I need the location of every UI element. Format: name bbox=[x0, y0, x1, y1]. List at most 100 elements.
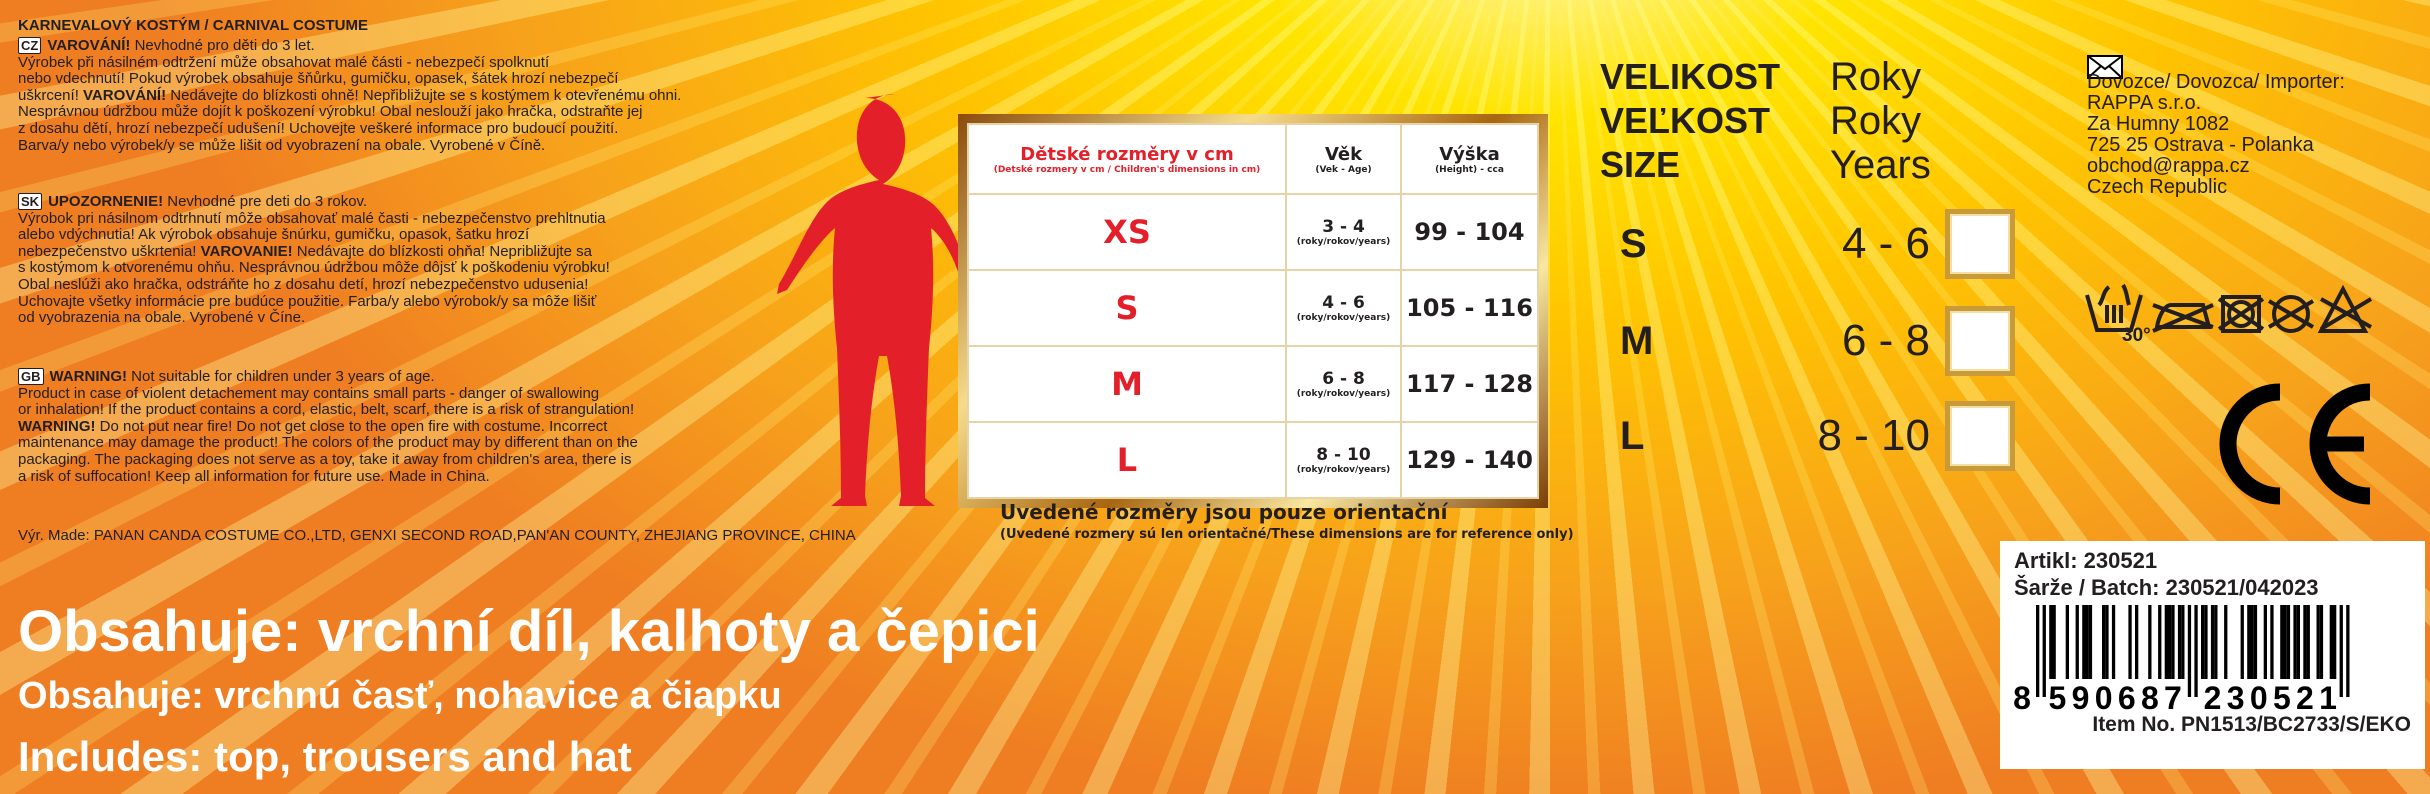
barcode-bar bbox=[2224, 605, 2228, 679]
product-type-title: KARNEVALOVÝ KOSTÝM / CARNIVAL COSTUME bbox=[18, 17, 369, 34]
barcode-bar bbox=[2214, 605, 2218, 679]
barcode-bar bbox=[2158, 605, 2162, 679]
wash-temperature: 30° bbox=[2122, 325, 2151, 346]
barcode-digit: 7 bbox=[2164, 680, 2182, 715]
child-silhouette-icon bbox=[777, 94, 971, 506]
barcode-bar bbox=[2263, 605, 2267, 679]
header-dimensions: Dětské rozměry v cm (Detské rozmery v cm … bbox=[967, 123, 1287, 195]
barcode-bar bbox=[2168, 605, 2172, 679]
barcode-bar bbox=[2085, 605, 2089, 679]
barcode-bar bbox=[2319, 605, 2324, 679]
barcode-digit: 5 bbox=[2273, 680, 2291, 715]
no-bleach-icon bbox=[2317, 284, 2373, 333]
manufacturer-address: Výr. Made: PANAN CANDA COSTUME CO.,LTD, … bbox=[18, 527, 856, 544]
product-label: Artikl: 230521 Šarže / Batch: 230521/042… bbox=[2000, 541, 2425, 769]
contents-cz: Obsahuje: vrchní díl, kalhoty a čepici bbox=[18, 599, 1040, 664]
barcode-bar bbox=[2075, 605, 2079, 679]
size-note-sub: (Uvedené rozmery sú len orientačné/These… bbox=[1000, 527, 1574, 542]
barcode-bar bbox=[2181, 605, 2185, 679]
barcode-digit: 6 bbox=[2118, 680, 2136, 715]
no-tumble-dry-icon bbox=[2217, 295, 2265, 333]
table-row: XS 3 - 4 (roky/rokov/years) 99 - 104 bbox=[967, 193, 1539, 271]
warning-sk: SK UPOZORNENIE! Nevhodné pre deti do 3 ro… bbox=[18, 193, 610, 327]
size-chart: Dětské rozměry v cm (Detské rozmery v cm … bbox=[958, 114, 1548, 508]
no-dry-clean-icon bbox=[2267, 295, 2315, 333]
barcode-bar bbox=[2296, 605, 2300, 679]
barcode-bar bbox=[2177, 605, 2182, 679]
ce-mark-icon bbox=[2219, 383, 2371, 505]
barcode-bar bbox=[2042, 605, 2046, 697]
barcode-digit: 5 bbox=[2049, 680, 2067, 715]
barcode-bar bbox=[2088, 605, 2093, 679]
barcode-bar bbox=[2316, 605, 2320, 679]
barcode-bar bbox=[2194, 605, 2198, 697]
barcode-bar bbox=[2171, 605, 2175, 679]
barcode-bar bbox=[2187, 605, 2192, 697]
flag-gb: GB bbox=[18, 368, 44, 385]
header-age: Věk (Vek - Age) bbox=[1285, 123, 1402, 195]
barcode-bar bbox=[2164, 605, 2168, 679]
barcode-digit: 8 bbox=[2141, 680, 2159, 715]
barcode-bar bbox=[2286, 605, 2291, 679]
barcode-bar bbox=[2102, 605, 2106, 679]
barcode-digit: 0 bbox=[2250, 680, 2268, 715]
flag-sk: SK bbox=[18, 193, 43, 210]
warning-cz: CZ VAROVÁNÍ! Nevhodné pro děti do 3 let. … bbox=[18, 37, 682, 154]
barcode-bar bbox=[2111, 605, 2116, 679]
item-number: Item No. PN1513/BC2733/S/EKO bbox=[2092, 713, 2411, 736]
size-checkbox-s[interactable] bbox=[1945, 209, 2015, 279]
barcode-bar bbox=[2333, 605, 2337, 679]
barcode-bar bbox=[2210, 605, 2215, 679]
barcode-bar bbox=[2293, 605, 2297, 679]
batch-number: Šarže / Batch: 230521/042023 bbox=[2014, 575, 2319, 600]
barcode-bar bbox=[2303, 605, 2307, 679]
barcode-digit: 1 bbox=[2319, 680, 2337, 715]
barcode-bar bbox=[2280, 605, 2284, 679]
barcode-bar bbox=[2329, 605, 2333, 679]
barcode-digit: 2 bbox=[2204, 680, 2222, 715]
envelope-icon bbox=[2087, 55, 2123, 79]
barcode-bar bbox=[2065, 605, 2069, 679]
barcode-bar bbox=[2204, 605, 2208, 679]
barcode-digit: 3 bbox=[2227, 680, 2245, 715]
barcode-bar bbox=[2339, 605, 2343, 697]
header-height: Výška (Height) - cca bbox=[1400, 123, 1539, 195]
flag-cz: CZ bbox=[18, 37, 42, 54]
barcode-bar bbox=[2201, 605, 2205, 679]
barcode-bar bbox=[2036, 605, 2040, 697]
barcode-bar bbox=[2105, 605, 2109, 679]
no-iron-icon bbox=[2152, 303, 2214, 333]
size-checkbox-m[interactable] bbox=[1945, 306, 2015, 376]
care-symbols bbox=[2085, 283, 2373, 333]
barcode-bar bbox=[2052, 605, 2056, 679]
article-number: Artikl: 230521 bbox=[2014, 548, 2158, 573]
barcode-digit: 2 bbox=[2296, 680, 2314, 715]
barcode-digit: 0 bbox=[2095, 680, 2113, 715]
size-note: Uvedené rozměry jsou pouze orientační bbox=[1000, 500, 1448, 524]
barcode-bar bbox=[2253, 605, 2258, 679]
barcode-bar bbox=[2270, 605, 2274, 679]
barcode-bar bbox=[2250, 605, 2254, 679]
importer-info: Dovozce/ Dovozca/ Importer: RAPPA s.r.o. Z… bbox=[2087, 71, 2345, 198]
warning-gb: GB WARNING! Not suitable for children und… bbox=[18, 368, 638, 485]
barcode-digit: 8 bbox=[2014, 680, 2031, 715]
size-checkbox-l[interactable] bbox=[1945, 401, 2015, 471]
contents-en: Includes: top, trousers and hat bbox=[18, 733, 632, 780]
barcode-bar bbox=[2283, 605, 2287, 679]
contents-sk: Obsahuje: vrchnú časť, nohavice a čiapku bbox=[18, 675, 782, 717]
size-heading: VELIKOST Roky VEĽKOST Roky SIZE Years bbox=[1600, 55, 1931, 187]
barcode-bar bbox=[2135, 605, 2139, 679]
barcode-bar bbox=[2247, 605, 2251, 679]
barcode-bar bbox=[2049, 605, 2053, 679]
barcode-bar bbox=[2346, 605, 2350, 697]
barcode-bar bbox=[2148, 605, 2152, 679]
wash-30-icon bbox=[2085, 283, 2143, 332]
barcode-bar bbox=[2240, 605, 2244, 679]
